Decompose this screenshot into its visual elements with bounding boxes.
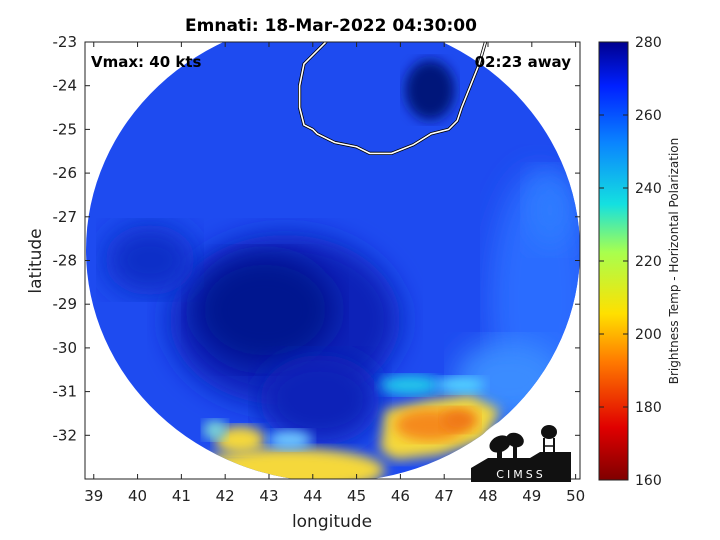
vmax-label: Vmax: 40 kts <box>91 53 201 71</box>
x-tick-label: 47 <box>435 487 454 505</box>
logo-text: CIMSS <box>496 468 545 481</box>
chart-title: Emnati: 18-Mar-2022 04:30:00 <box>185 16 477 36</box>
colorbar-label: Brightness Temp - Horizontal Polarizatio… <box>667 138 681 385</box>
colorbar-tick-label: 260 <box>635 108 662 124</box>
y-axis: -23 -24 -25 -26 -27 -28 -29 -30 -31 -32 <box>53 33 580 444</box>
x-tick-label: 45 <box>347 487 366 505</box>
colorbar-ticks: 280 260 240 220 200 180 160 <box>599 35 662 489</box>
x-axis-label: longitude <box>292 512 372 532</box>
y-tick-label: -29 <box>53 295 78 313</box>
colorbar-tick-label: 240 <box>635 181 662 197</box>
x-tick-label: 44 <box>303 487 322 505</box>
y-tick-label: -23 <box>53 33 78 51</box>
cimss-logo: CIMSS <box>471 414 571 482</box>
coastline-highlight <box>298 42 487 155</box>
y-tick-label: -27 <box>53 208 78 226</box>
colorbar-tick-label: 200 <box>635 327 662 343</box>
x-tick-label: 50 <box>566 487 585 505</box>
y-axis-label: latitude <box>26 228 46 293</box>
x-tick-label: 40 <box>128 487 147 505</box>
x-tick-label: 49 <box>522 487 541 505</box>
colorbar-tick-label: 160 <box>635 473 662 489</box>
colorbar-tick-label: 180 <box>635 400 662 416</box>
y-tick-label: -24 <box>53 77 78 95</box>
x-tick-label: 42 <box>216 487 235 505</box>
x-tick-label: 46 <box>391 487 410 505</box>
x-tick-label: 39 <box>84 487 103 505</box>
y-tick-label: -31 <box>53 383 78 401</box>
y-tick-label: -32 <box>53 426 78 444</box>
swath-image <box>86 42 580 479</box>
x-tick-label: 43 <box>259 487 278 505</box>
colorbar-tick-label: 220 <box>635 254 662 270</box>
time-away-label: 02:23 away <box>475 53 572 71</box>
y-tick-label: -28 <box>53 252 78 270</box>
x-tick-label: 41 <box>172 487 191 505</box>
y-tick-label: -25 <box>53 120 78 138</box>
y-tick-label: -30 <box>53 339 78 357</box>
x-tick-label: 48 <box>478 487 497 505</box>
colorbar-tick-label: 280 <box>635 35 662 51</box>
x-axis: 39 40 41 42 43 44 45 46 47 48 49 50 <box>84 42 585 505</box>
y-tick-label: -26 <box>53 164 78 182</box>
